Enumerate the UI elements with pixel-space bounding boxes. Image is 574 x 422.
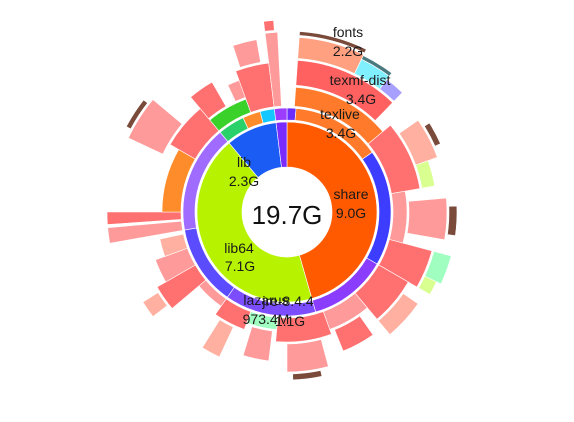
sunburst-segment-28[interactable]	[406, 197, 448, 241]
sunburst-segment-26[interactable]	[415, 160, 436, 189]
label-texmf-value: 3.4G	[346, 91, 376, 107]
label-fonts-value: 2.2G	[333, 43, 363, 59]
sunburst-segment-60[interactable]	[263, 20, 275, 32]
sunburst-segment-4[interactable]	[286, 107, 297, 121]
label-lazarus-value: 973.4M	[243, 311, 290, 327]
sunburst-segment-13[interactable]	[259, 108, 277, 124]
sunburst-segment-35[interactable]	[334, 315, 374, 352]
sunburst-segment-37[interactable]	[286, 339, 329, 373]
sunburst-segment-38[interactable]	[292, 370, 323, 381]
sunburst-segment-49[interactable]	[159, 233, 188, 257]
sunburst-segment-43[interactable]	[201, 319, 234, 358]
label-share-name: share	[333, 186, 368, 202]
sunburst-segment-14[interactable]	[273, 107, 288, 122]
label-lib-value: 2.3G	[229, 173, 259, 189]
center-total: 19.7G	[252, 200, 323, 230]
sunburst-segment-52[interactable]	[127, 99, 183, 155]
sunburst-segment-3[interactable]	[275, 121, 288, 168]
label-jre-name: jre-8.4.4	[261, 293, 314, 309]
sunburst-segment-22[interactable]	[367, 124, 421, 194]
label-lib-name: lib	[237, 154, 251, 170]
sunburst-segment-59[interactable]	[264, 31, 282, 108]
sunburst-segment-53[interactable]	[125, 99, 148, 130]
sunburst-segment-46[interactable]	[142, 292, 168, 318]
sunburst-segment-34[interactable]	[377, 293, 419, 335]
label-fonts-name: fonts	[333, 24, 363, 40]
sunburst-segment-55[interactable]	[190, 81, 227, 119]
label-share-value: 9.0G	[336, 205, 366, 221]
label-lib64-value: 7.1G	[225, 258, 255, 274]
label-texlive-value: 3.4G	[326, 125, 356, 141]
label-texmf-name: texmf-dist	[330, 72, 391, 88]
sunburst-segment-1[interactable]	[196, 142, 313, 303]
sunburst-segment-16[interactable]	[295, 60, 394, 122]
sunburst-segment-40[interactable]	[242, 326, 273, 362]
sunburst-segment-29[interactable]	[447, 205, 458, 236]
sunburst-segment-27[interactable]	[423, 122, 441, 147]
sunburst-rings	[106, 20, 458, 381]
sunburst-segment-58[interactable]	[232, 39, 261, 68]
label-texlive-name: texlive	[320, 106, 360, 122]
sunburst-segment-23[interactable]	[389, 190, 408, 244]
sunburst-segment-47[interactable]	[107, 220, 183, 244]
sunburst-segment-0[interactable]	[286, 121, 378, 299]
label-jre-value: 1.1G	[275, 313, 305, 329]
sunburst-labels: 19.7G share 9.0G lib64 7.1G lib 2.3G tex…	[224, 24, 390, 329]
sunburst-segment-21[interactable]	[361, 55, 393, 77]
sunburst-segment-31[interactable]	[418, 275, 437, 295]
sunburst-segment-20[interactable]	[299, 31, 367, 54]
label-lazarus-name: lazarus	[243, 292, 288, 308]
sunburst-segment-19[interactable]	[379, 79, 403, 102]
label-lib64-name: lib64	[224, 240, 254, 256]
